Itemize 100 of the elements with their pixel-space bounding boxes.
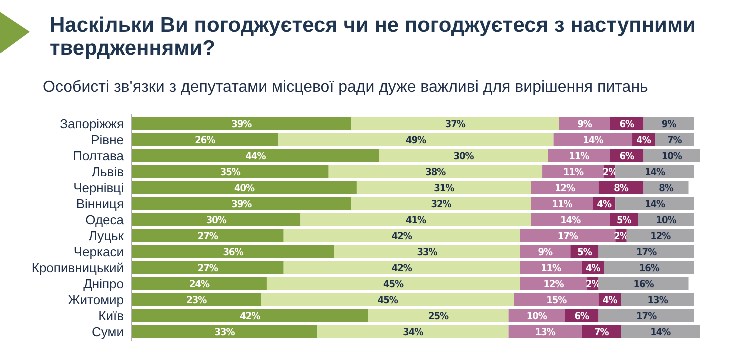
- bar: [132, 149, 380, 162]
- y-tick-label: Одеса: [86, 212, 125, 228]
- data-label: 10%: [656, 216, 677, 226]
- bar: [334, 245, 520, 258]
- data-label: 9%: [578, 120, 592, 130]
- data-label: 38%: [426, 168, 446, 178]
- bar: [598, 309, 694, 322]
- data-label: 11%: [563, 168, 584, 178]
- y-tick-label: Черкаси: [74, 244, 124, 260]
- bar: [300, 213, 532, 226]
- data-label: 14%: [560, 216, 582, 226]
- data-label: 27%: [198, 232, 218, 242]
- bar: [284, 261, 520, 274]
- data-label: 24%: [189, 280, 210, 290]
- data-label: 30%: [454, 152, 474, 162]
- data-label: 9%: [662, 120, 677, 130]
- data-label: 8%: [659, 184, 674, 194]
- y-tick-label: Житомир: [68, 292, 124, 308]
- data-label: 11%: [552, 200, 573, 210]
- y-tick-label: Луцьк: [88, 228, 124, 244]
- data-label: 13%: [535, 328, 556, 338]
- data-label: 4%: [636, 136, 652, 146]
- bar: [132, 229, 284, 242]
- bar: [132, 213, 301, 226]
- bar: [356, 181, 532, 194]
- data-label: 45%: [383, 280, 404, 290]
- bar: [351, 117, 560, 130]
- data-label: 39%: [232, 120, 252, 130]
- bar: [531, 213, 610, 226]
- y-tick-label: Чернівці: [74, 180, 124, 196]
- bar: [132, 117, 352, 130]
- bar: [328, 165, 543, 178]
- y-tick-label: Запоріжжя: [60, 116, 124, 132]
- data-label: 10%: [662, 152, 682, 162]
- bar: [132, 309, 368, 322]
- bar: [621, 293, 694, 306]
- data-label: 39%: [232, 200, 252, 210]
- data-label: 33%: [214, 328, 236, 338]
- data-label: 7%: [668, 136, 682, 146]
- data-label: 5%: [616, 216, 632, 226]
- data-label: 32%: [431, 200, 452, 210]
- data-label: 45%: [378, 296, 398, 306]
- bar: [598, 277, 689, 290]
- bar: [520, 277, 588, 290]
- data-label: 40%: [234, 184, 255, 194]
- data-label: 15%: [546, 296, 568, 306]
- bar: [351, 197, 532, 210]
- data-label: 17%: [636, 248, 658, 258]
- bar: [514, 293, 599, 306]
- bar: [284, 229, 520, 242]
- data-label: 27%: [198, 264, 218, 274]
- bar: [132, 261, 284, 274]
- data-label: 17%: [636, 312, 658, 322]
- bar: [616, 165, 694, 178]
- data-label: 33%: [417, 248, 438, 258]
- data-label: 11%: [569, 152, 590, 162]
- bar: [132, 325, 318, 338]
- bar: [598, 245, 694, 258]
- y-tick-label: Дніпро: [84, 276, 124, 292]
- data-label: 9%: [538, 248, 553, 258]
- y-tick-label: Кропивницький: [32, 260, 124, 276]
- chart-subtitle: Особисті зв'язки з депутатами місцевої ради дуже важливі для вирішення питань: [43, 79, 648, 96]
- data-label: 42%: [392, 264, 412, 274]
- bar: [554, 133, 633, 146]
- bar: [132, 245, 334, 258]
- data-label: 42%: [392, 232, 412, 242]
- bar: [520, 261, 582, 274]
- bar: [132, 277, 267, 290]
- data-label: 41%: [406, 216, 426, 226]
- data-label: 12%: [650, 232, 672, 242]
- bar: [266, 277, 520, 290]
- bar: [132, 197, 352, 210]
- data-label: 13%: [648, 296, 668, 306]
- chart-title: Наскільки Ви погоджуєтеся чи не погоджуєтеся з наступними твердженнями?: [50, 14, 696, 60]
- data-label: 14%: [644, 168, 666, 178]
- bar: [616, 197, 694, 210]
- data-label: 30%: [206, 216, 227, 226]
- data-label: 6%: [620, 120, 635, 130]
- data-label: 23%: [186, 296, 208, 306]
- data-label: 14%: [644, 200, 666, 210]
- data-label: 37%: [445, 120, 466, 130]
- y-tick-label: Львів: [92, 164, 124, 180]
- bar: [604, 261, 694, 274]
- data-label: 16%: [639, 264, 660, 274]
- bar: [278, 133, 554, 146]
- data-label: 5%: [578, 248, 592, 258]
- y-tick-label: Суми: [92, 324, 124, 340]
- bar: [318, 325, 509, 338]
- bar: [531, 181, 599, 194]
- bar: [626, 229, 694, 242]
- bar: [508, 325, 582, 338]
- data-label: 25%: [428, 312, 449, 322]
- y-tick-label: Київ: [98, 308, 124, 324]
- bar: [132, 293, 262, 306]
- bar: [520, 229, 616, 242]
- data-label: 4%: [586, 264, 601, 274]
- data-label: 44%: [246, 152, 266, 162]
- data-label: 34%: [403, 328, 424, 338]
- data-label: 10%: [526, 312, 548, 322]
- bar: [132, 165, 329, 178]
